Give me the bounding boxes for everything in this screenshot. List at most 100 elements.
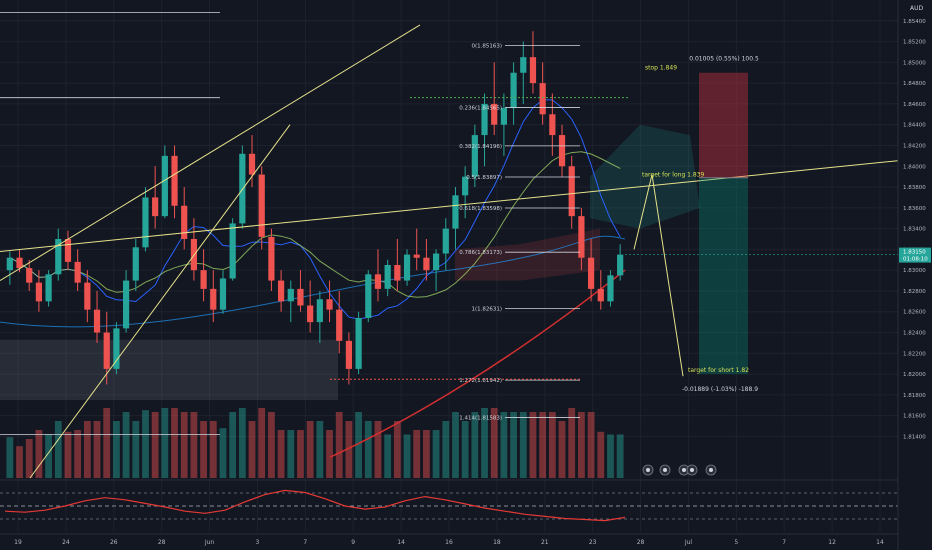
candle-body	[365, 274, 372, 318]
candle-body	[539, 83, 546, 115]
volume-bar	[578, 412, 585, 478]
volume-bar	[229, 412, 237, 478]
volume-bar	[74, 430, 82, 478]
volume-bars	[6, 408, 624, 478]
price-tick-0: 1.85400	[903, 19, 926, 25]
volume-bar	[287, 430, 295, 478]
volume-bar	[548, 412, 556, 478]
volume-bar	[500, 412, 508, 478]
candle-body	[529, 57, 537, 84]
volume-bar	[16, 446, 23, 478]
price-tick-3: 1.84800	[903, 81, 926, 87]
candle-body	[287, 288, 294, 302]
candle-body	[55, 239, 62, 275]
volume-bar	[200, 421, 207, 478]
time-tick-13: 28	[637, 539, 645, 546]
volume-bar	[180, 412, 188, 478]
last-price-countdown: 01:08:10	[903, 257, 928, 263]
volume-bar	[277, 430, 285, 478]
time-tick-3: 28	[158, 539, 166, 546]
event-icon-dot	[646, 468, 650, 472]
volume-bar	[25, 439, 33, 478]
event-icon-dot	[690, 468, 694, 472]
volume-bar	[258, 408, 266, 478]
time-axis: 19 24 26 28 Jun 3 7 9 14 16 18 21 23 28 Jul 5 7 12 14	[0, 533, 898, 546]
last-price-value: 1.83150	[903, 250, 926, 256]
volume-bar	[54, 421, 62, 478]
candle-body	[64, 239, 72, 262]
candle-body	[307, 305, 314, 323]
target-zone	[699, 177, 748, 375]
candle-body	[549, 114, 556, 136]
candle-body	[6, 257, 13, 271]
volume-bar	[452, 412, 459, 478]
price-tick-16: 1.82200	[903, 351, 926, 357]
event-icon[interactable]	[678, 464, 690, 476]
volume-bar	[461, 421, 469, 478]
volume-bar	[432, 430, 440, 478]
time-tick-1: 24	[62, 539, 70, 546]
volume-bar	[190, 412, 198, 478]
volume-bar	[64, 431, 72, 478]
volume-bar	[132, 421, 140, 478]
volume-bar	[364, 421, 372, 478]
candle-body	[103, 332, 110, 369]
volume-bar	[539, 412, 547, 478]
oscillator-line	[4, 489, 626, 522]
price-tick-2: 1.85000	[903, 60, 926, 66]
event-icon[interactable]	[659, 464, 671, 476]
volume-bar	[113, 421, 120, 478]
volume-bar	[142, 410, 149, 478]
candle-body	[277, 280, 285, 302]
fib-label-1: 0.236(1.84565)	[459, 106, 502, 112]
event-icon[interactable]	[686, 464, 698, 476]
volume-bar	[83, 421, 91, 478]
price-tick-1: 1.85200	[903, 40, 926, 46]
candle-body	[113, 328, 120, 369]
volume-bar	[597, 431, 605, 478]
price-tick-20: 1.81400	[903, 434, 926, 440]
candle-body	[45, 274, 52, 302]
volume-bar	[355, 412, 362, 478]
fib-label-4: 0.618(1.83598)	[459, 206, 502, 212]
cloud-zone	[455, 228, 600, 281]
candle-body	[200, 270, 207, 289]
stop-zone	[699, 72, 748, 178]
volume-bar	[529, 412, 537, 478]
candle-body	[239, 153, 246, 224]
candle-body	[558, 135, 566, 167]
volume-bar	[268, 412, 275, 478]
candle-body	[326, 299, 333, 310]
event-icon[interactable]	[705, 464, 717, 476]
price-tick-8: 1.83800	[903, 185, 926, 191]
candle-body	[423, 257, 430, 271]
fib-label-0: 0(1.85163)	[471, 43, 502, 49]
cloud-zone-future	[590, 124, 700, 229]
currency-label: AUD	[910, 5, 923, 12]
price-tick-6: 1.84200	[903, 143, 926, 149]
time-tick-7: 9	[351, 539, 355, 546]
price-tick-19: 1.81600	[903, 414, 926, 420]
candle-body	[442, 228, 449, 254]
time-tick-15: 5	[734, 539, 738, 546]
price-tick-13: 1.82800	[903, 289, 926, 295]
time-tick-6: 7	[303, 539, 307, 546]
shaded-zones	[0, 124, 700, 401]
candle-body	[355, 317, 362, 369]
event-icon-dot	[709, 468, 713, 472]
projection-path	[633, 174, 684, 377]
fib-label-7: 1.272(1.81942)	[459, 378, 502, 384]
candle-body	[403, 254, 411, 281]
candle-body	[413, 254, 420, 258]
volume-bar	[93, 421, 101, 478]
risk-label: 0.01005 (0.55%) 100.5	[689, 56, 759, 63]
candle-body	[462, 176, 469, 196]
event-icon[interactable]	[642, 464, 654, 476]
ma-line-blue	[9, 99, 621, 320]
trendline-lower	[29, 124, 291, 479]
candle-body	[345, 340, 353, 369]
candle-body	[578, 216, 585, 258]
candle-body	[74, 261, 81, 283]
